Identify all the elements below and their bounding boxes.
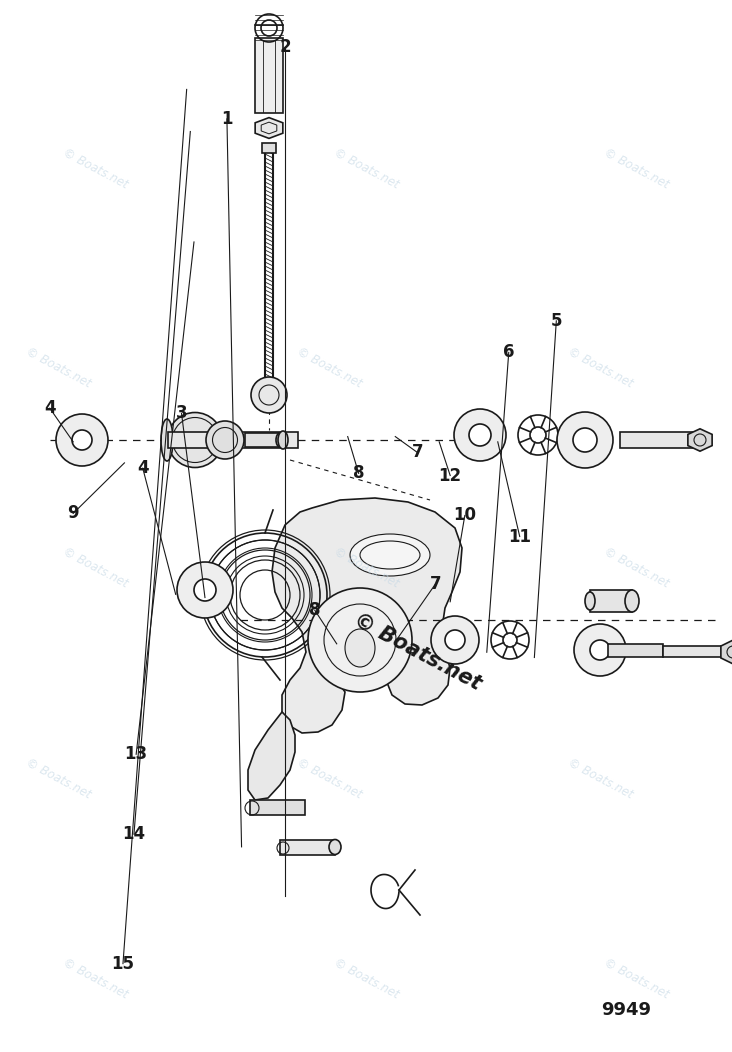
Text: © Boats.net: © Boats.net <box>331 956 401 1000</box>
Text: 4: 4 <box>44 399 56 418</box>
Ellipse shape <box>168 412 223 467</box>
Bar <box>663 646 732 658</box>
Circle shape <box>454 409 506 461</box>
Ellipse shape <box>625 590 639 612</box>
Text: © Boats.net: © Boats.net <box>23 346 94 390</box>
Text: © Boats.net: © Boats.net <box>60 956 130 1000</box>
Circle shape <box>574 624 626 676</box>
Text: 1: 1 <box>221 109 233 128</box>
Bar <box>262 143 276 153</box>
Ellipse shape <box>585 592 595 610</box>
Polygon shape <box>688 429 712 451</box>
Bar <box>255 38 283 113</box>
Polygon shape <box>721 640 732 664</box>
Circle shape <box>557 412 613 468</box>
Text: 8: 8 <box>353 464 365 483</box>
Circle shape <box>194 579 216 601</box>
Ellipse shape <box>329 839 341 854</box>
Text: © Boats.net: © Boats.net <box>23 756 94 801</box>
Circle shape <box>56 414 108 466</box>
Polygon shape <box>272 498 462 733</box>
Text: © Boats.net: © Boats.net <box>331 146 401 190</box>
Ellipse shape <box>161 419 173 461</box>
Text: © Boats.net: © Boats.net <box>565 346 635 390</box>
Ellipse shape <box>350 534 430 576</box>
Text: 9949: 9949 <box>601 1000 651 1019</box>
Text: © Boats.net: © Boats.net <box>602 146 672 190</box>
Text: © Boats.net: © Boats.net <box>602 546 672 590</box>
Ellipse shape <box>206 421 244 459</box>
Ellipse shape <box>276 433 284 447</box>
Circle shape <box>308 588 412 692</box>
Text: 6: 6 <box>503 343 515 362</box>
Circle shape <box>445 630 465 650</box>
Polygon shape <box>248 712 295 800</box>
Text: 5: 5 <box>550 311 562 330</box>
Polygon shape <box>255 118 283 139</box>
Ellipse shape <box>278 431 288 449</box>
Circle shape <box>573 428 597 452</box>
Text: 12: 12 <box>438 466 462 485</box>
Text: 9: 9 <box>67 504 79 523</box>
Circle shape <box>590 640 610 660</box>
Text: © Boats.net: © Boats.net <box>565 756 635 801</box>
Text: © Boats.net: © Boats.net <box>602 956 672 1000</box>
Text: 7: 7 <box>430 574 441 593</box>
Text: © Boats.net: © Boats.net <box>294 756 365 801</box>
Bar <box>168 432 298 448</box>
Text: © Boats.net: © Boats.net <box>60 546 130 590</box>
Ellipse shape <box>345 629 375 667</box>
Bar <box>608 644 663 658</box>
Circle shape <box>177 562 233 618</box>
Bar <box>590 590 632 612</box>
Circle shape <box>72 430 92 450</box>
Text: © Boats.net: © Boats.net <box>294 346 365 390</box>
Text: 15: 15 <box>111 954 135 973</box>
Circle shape <box>251 377 287 413</box>
Text: 10: 10 <box>453 506 477 525</box>
Text: 13: 13 <box>124 745 148 764</box>
Bar <box>245 433 280 447</box>
Text: 4: 4 <box>137 459 149 478</box>
Circle shape <box>469 424 491 446</box>
Text: 3: 3 <box>176 404 187 423</box>
Text: © Boats.net: © Boats.net <box>331 546 401 590</box>
Text: © Boats.net: © Boats.net <box>350 610 485 694</box>
Text: © Boats.net: © Boats.net <box>60 146 130 190</box>
Text: 14: 14 <box>122 825 146 844</box>
Text: 7: 7 <box>411 443 423 462</box>
Text: 8: 8 <box>309 601 321 620</box>
Circle shape <box>431 616 479 664</box>
Text: 2: 2 <box>280 38 291 57</box>
Bar <box>280 839 335 855</box>
Bar <box>620 432 700 448</box>
Bar <box>250 800 305 815</box>
Text: 11: 11 <box>508 527 531 546</box>
